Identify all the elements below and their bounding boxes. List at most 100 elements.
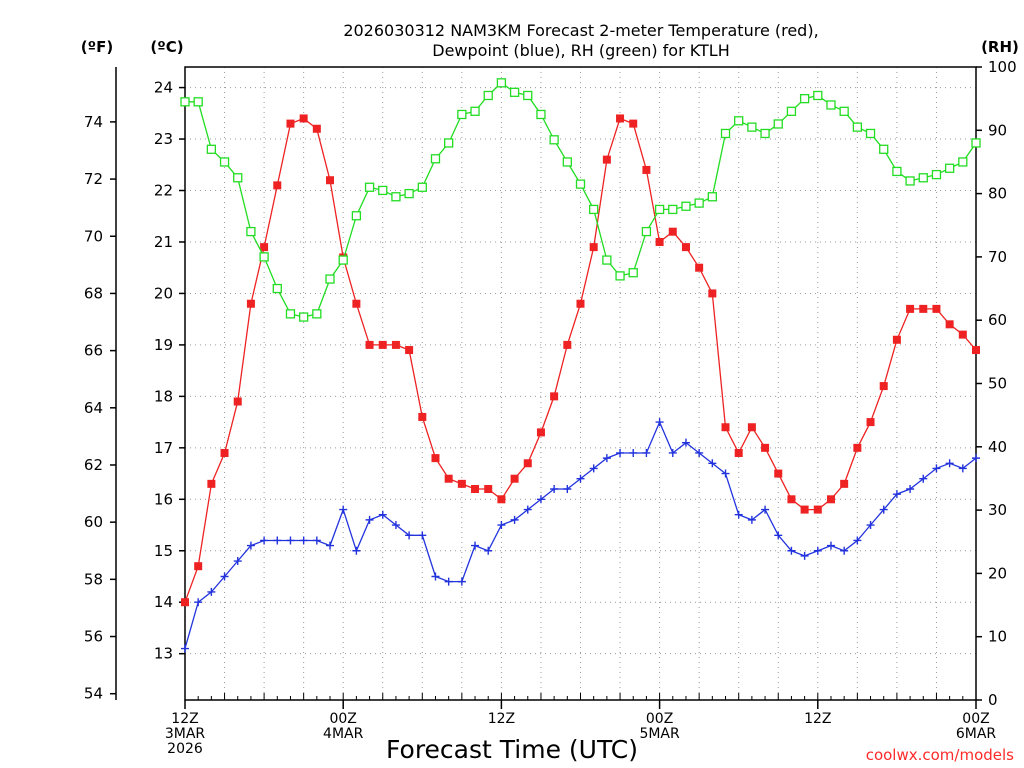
2-meter-temperature-point [418,412,427,421]
dewpoint-point [589,464,598,473]
dewpoint-point [708,459,717,468]
rh-point [720,128,731,139]
celsius-tick-label: 20 [154,284,173,302]
rh-tick-label: 80 [988,185,1007,203]
rh-tick-label: 100 [988,58,1017,76]
rh-point [826,100,836,110]
2-meter-temperature-point [405,346,414,355]
2-meter-temperature-point [668,227,677,236]
2-meter-temperature-point [444,474,453,483]
2-meter-temperature-point [774,469,783,478]
dewpoint-point [497,521,506,530]
rh-point [496,78,507,88]
series-layer [180,78,981,653]
rh-tick-label: 0 [988,691,998,709]
dewpoint-point [866,521,875,530]
x-tick-label: 00Z [329,711,356,727]
rh-point [562,157,572,167]
dewpoint-point [919,474,928,483]
fahrenheit-tick-label: 70 [84,227,103,245]
x-tick-label: 00Z [962,711,989,727]
dewpoint-point [563,485,572,493]
dewpoint-point [840,546,849,555]
2-meter-temperature-point [589,243,598,252]
dewpoint-point [194,598,203,607]
fahrenheit-tick-label: 56 [84,628,103,646]
rh-tick-label: 50 [988,375,1007,393]
rh-tick-label: 40 [988,438,1007,456]
fahrenheit-tick-label: 66 [84,342,103,360]
2-meter-temperature-point [326,176,335,185]
2-meter-temperature-point [260,243,269,252]
rh-point [958,157,968,167]
dewpoint-point [299,536,308,545]
2-meter-temperature-point [892,335,901,344]
grid-layer [185,67,976,700]
rh-point [773,119,783,129]
celsius-tick-label: 22 [154,182,173,200]
2-meter-temperature-line [184,117,977,603]
2-meter-temperature-point [233,397,242,406]
dewpoint-point [695,448,704,457]
rh-point [457,109,467,120]
dewpoint-point [800,551,809,560]
credit-label: coolwx.com/models [866,746,1014,764]
2-meter-temperature-point [642,165,651,174]
rh-point [206,144,217,154]
chart-title-line-2: Dewpoint (blue), RH (green) for KTLH [432,41,729,60]
dewpoint-point [629,448,638,457]
2-meter-temperature-point [932,304,941,313]
dewpoint-point [233,557,242,566]
rh-point [536,109,546,120]
dewpoint-point [813,546,822,555]
x-tick-label: 3MAR [165,726,206,742]
rh-point [417,182,427,192]
2-meter-temperature-point [523,459,532,468]
2-meter-temperature-point [602,155,611,164]
2-meter-temperature-point [629,119,638,128]
2-meter-temperature-point [826,495,835,504]
2-meter-temperature-point [919,304,928,313]
rh-point [523,90,533,101]
celsius-tick-label: 14 [154,593,173,611]
rh-point [668,204,678,215]
rh-point [641,226,652,237]
chart-title-line-1: 2026030312 NAM3KM Forecast 2-meter Tempe… [343,21,818,40]
rh-point [694,198,704,208]
rh-point [734,116,744,126]
plot-frame [184,66,977,701]
2-meter-temperature-point [484,485,493,493]
celsius-tick-label: 15 [154,542,173,560]
dewpoint-point [326,541,335,550]
rh-point [865,128,876,139]
2-meter-temperature-point [550,392,559,401]
rh-point [444,138,454,148]
2-meter-temperature-point [273,181,282,190]
2-meter-temperature-point [299,114,308,123]
2-meter-temperature-point [457,479,466,488]
2-meter-temperature-point [906,304,915,313]
rh-point [219,157,230,167]
rh-point [879,144,889,154]
fahrenheit-tick-label: 54 [84,685,103,703]
2-meter-temperature-point [761,443,770,452]
2-meter-temperature-point [695,263,704,272]
axis-layer: 13 14 15 16 17 18 19 20 21 22 23 24 54 56 58 60 62 64 66 68… [84,58,1017,757]
rh-point [470,106,480,116]
celsius-tick-label: 21 [154,233,173,251]
2-meter-temperature-point [655,237,664,246]
rh-point [575,179,586,189]
rh-point [931,169,942,180]
celsius-tick-label: 16 [154,490,173,508]
rh-point [944,163,955,173]
rh-point [905,176,915,186]
celsius-tick-label: 18 [154,387,173,405]
dewpoint-point [906,485,915,493]
dewpoint-point [747,515,756,524]
dewpoint-point [668,448,677,457]
2-meter-temperature-point [945,320,954,329]
x-tick-label: 6MAR [956,726,997,742]
x-tick-label: 5MAR [639,726,680,742]
dewpoint-point [510,515,519,524]
rh-tick-label: 10 [988,628,1007,646]
